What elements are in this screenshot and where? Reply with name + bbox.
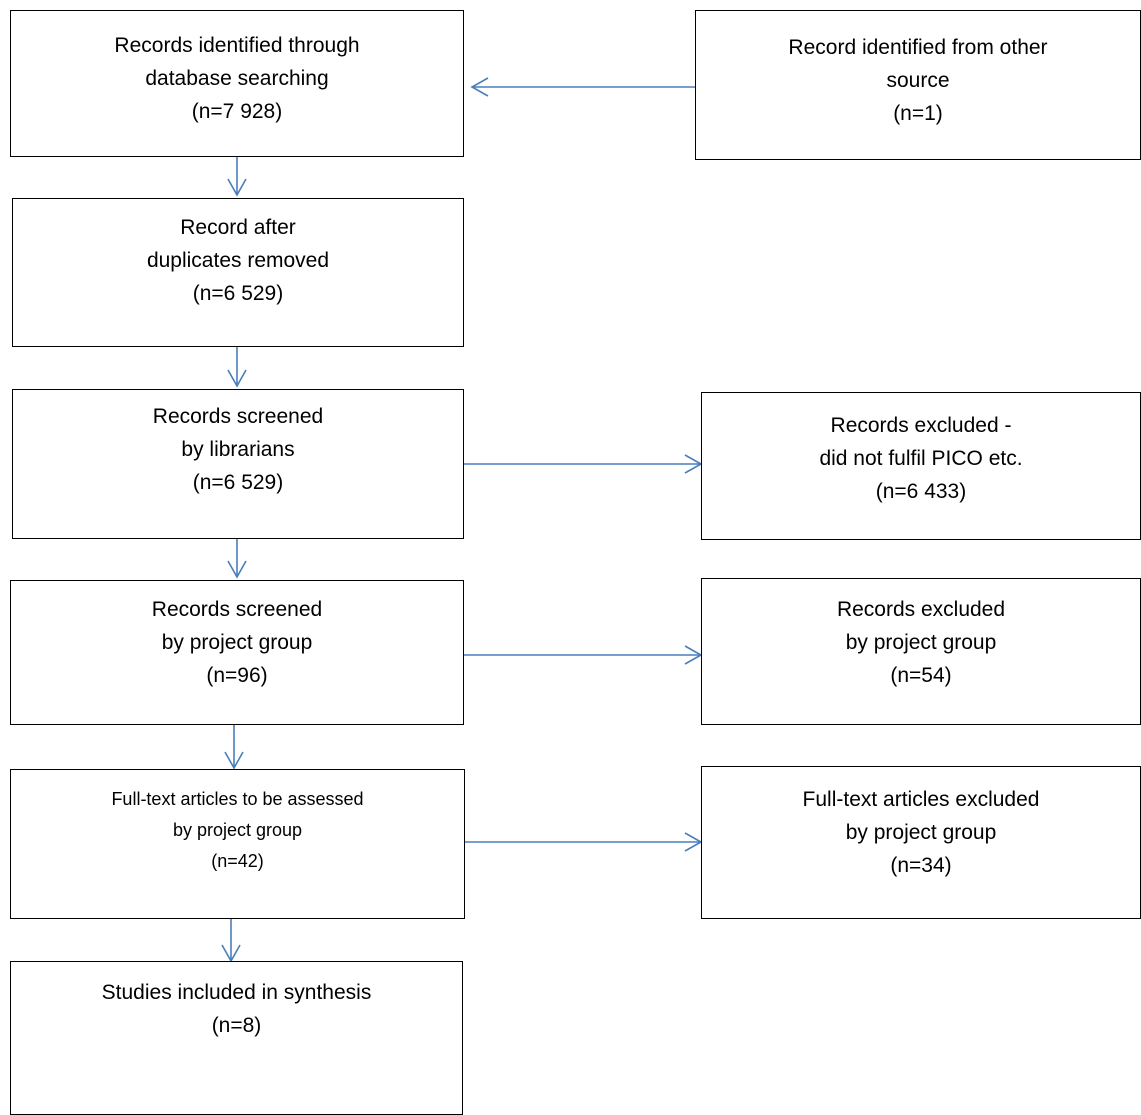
box-line-2: by project group [161, 631, 313, 654]
box-count: (n=6 529) [192, 471, 284, 494]
box-line-2: source [886, 69, 950, 92]
arrowhead-project-to-fulltext [224, 751, 244, 770]
box-records-screened-project-group: Records screened by project group (n=96) [10, 580, 464, 725]
box-line-1: Records excluded - [830, 414, 1012, 437]
box-count: (n=42) [211, 851, 264, 871]
box-fulltext-articles-assessed: Full-text articles to be assessed by pro… [10, 769, 465, 919]
box-studies-included: Studies included in synthesis (n=8) [10, 961, 463, 1115]
box-record-identified-other-source: Record identified from other source (n=1… [695, 10, 1141, 160]
box-line-2: did not fulfil PICO etc. [819, 447, 1023, 470]
box-count: (n=8) [211, 1014, 262, 1037]
box-records-screened-librarians: Records screened by librarians (n=6 529) [12, 389, 464, 539]
box-records-excluded-project-group: Records excluded by project group (n=54) [701, 578, 1141, 725]
arrowhead-librarians-to-project [227, 560, 247, 579]
box-count: (n=6 529) [192, 282, 284, 305]
box-record-after-duplicates: Record after duplicates removed (n=6 529… [12, 198, 464, 347]
box-line-1: Records excluded [836, 598, 1006, 621]
box-records-excluded-pico: Records excluded - did not fulfil PICO e… [701, 392, 1141, 540]
box-fulltext-articles-excluded: Full-text articles excluded by project g… [701, 766, 1141, 919]
box-line-1: Full-text articles to be assessed [111, 789, 364, 809]
box-line-1: Records screened [152, 405, 324, 428]
arrowhead-database-to-duplicates [227, 178, 247, 197]
box-count: (n=1) [893, 102, 943, 125]
box-line-1: Records identified through [114, 34, 360, 57]
box-line-1: Full-text articles excluded [802, 788, 1040, 811]
box-count: (n=7 928) [191, 100, 283, 123]
box-count: (n=6 433) [875, 480, 967, 503]
box-line-2: by librarians [181, 438, 295, 461]
box-line-2: duplicates removed [146, 249, 330, 272]
box-line-1: Record identified from other [788, 36, 1048, 59]
box-line-2: by project group [172, 820, 303, 840]
box-line-2: database searching [145, 67, 329, 90]
box-count: (n=54) [890, 664, 952, 687]
box-count: (n=34) [890, 854, 952, 877]
box-count: (n=96) [206, 664, 268, 687]
arrowhead-other-to-database [470, 77, 489, 97]
box-line-1: Records screened [151, 598, 323, 621]
box-line-2: by project group [845, 631, 997, 654]
box-records-identified-database: Records identified through database sear… [10, 10, 464, 157]
box-line-1: Studies included in synthesis [101, 981, 372, 1004]
box-line-1: Record after [180, 216, 296, 239]
arrowhead-duplicates-to-librarians [227, 369, 247, 388]
box-line-2: by project group [845, 821, 997, 844]
